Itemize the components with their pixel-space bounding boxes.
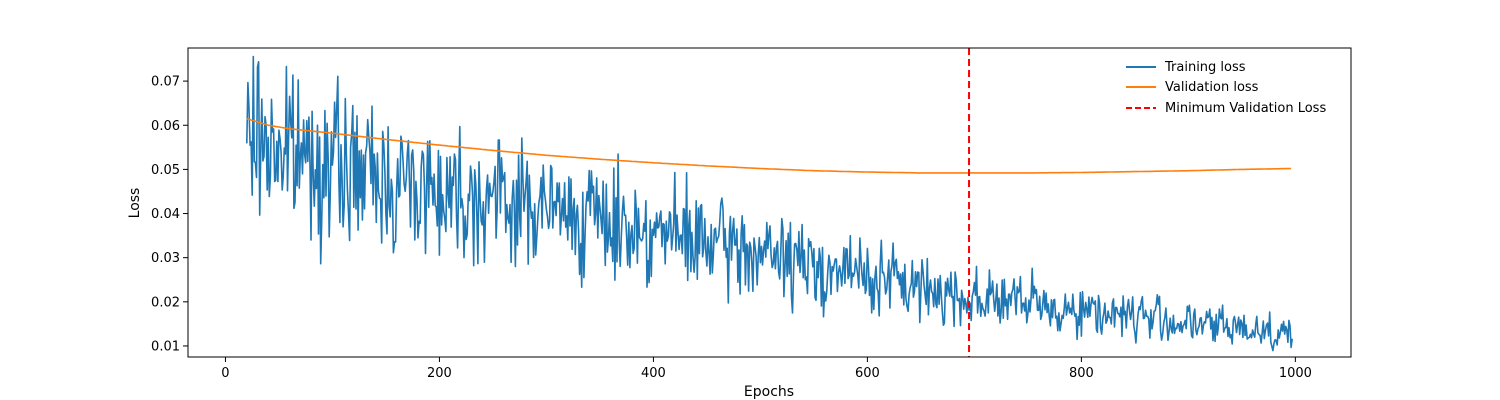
x-tick-label: 1000 xyxy=(1279,366,1312,381)
y-tick-label: 0.06 xyxy=(151,119,180,134)
y-axis-ticks: 0.01 0.02 0.03 0.04 0.05 0.06 0.07 xyxy=(151,75,188,354)
legend-label-validation: Validation loss xyxy=(1165,80,1259,95)
legend-label-min-val: Minimum Validation Loss xyxy=(1165,101,1326,116)
training-loss-line xyxy=(246,55,1293,352)
y-tick-label: 0.01 xyxy=(151,339,180,354)
y-axis-title: Loss xyxy=(127,188,143,219)
legend: Training loss Validation loss Minimum Va… xyxy=(1126,60,1326,116)
legend-label-training: Training loss xyxy=(1164,60,1246,75)
plot-area xyxy=(246,48,1293,357)
y-tick-label: 0.07 xyxy=(151,75,180,90)
y-tick-label: 0.05 xyxy=(151,163,180,178)
x-tick-label: 600 xyxy=(855,366,880,381)
x-axis-ticks: 0 200 400 600 800 1000 xyxy=(221,357,1312,381)
x-tick-label: 400 xyxy=(641,366,666,381)
y-tick-label: 0.03 xyxy=(151,251,180,266)
plot-frame xyxy=(187,47,1352,358)
x-tick-label: 0 xyxy=(221,366,229,381)
x-tick-label: 800 xyxy=(1069,366,1094,381)
y-tick-label: 0.04 xyxy=(151,207,180,222)
x-tick-label: 200 xyxy=(427,366,452,381)
x-axis-title: Epochs xyxy=(744,384,794,400)
validation-loss-line xyxy=(246,117,1292,174)
y-tick-label: 0.02 xyxy=(151,295,180,310)
